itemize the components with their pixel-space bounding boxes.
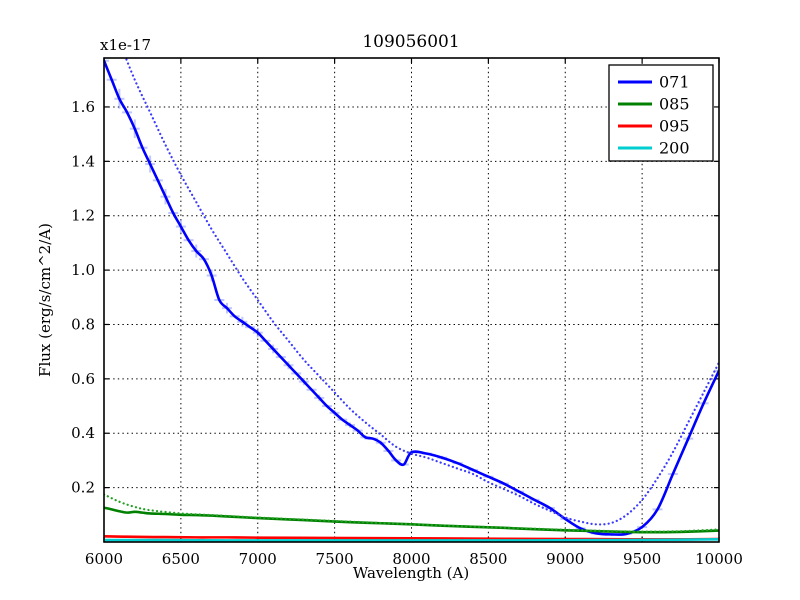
x-tick-labels: 6000 6500 7000 7500 8000 8500 9000 9500 10000 [85, 550, 743, 568]
x-tick-label: 8000 [392, 550, 430, 568]
y-tick-label: 0.2 [71, 479, 95, 497]
legend-label-200[interactable]: 200 [659, 139, 690, 158]
series-line-085-model [104, 493, 719, 533]
x-tick-label: 9000 [546, 550, 584, 568]
legend-label-071[interactable]: 071 [659, 73, 690, 92]
x-tick-label: 8500 [469, 550, 507, 568]
legend-label-085[interactable]: 085 [659, 95, 690, 114]
grid-lines [104, 58, 719, 542]
y-tick-label: 1.0 [71, 261, 95, 279]
y-tick-label: 1.6 [71, 98, 95, 116]
y-tick-label: 1.4 [71, 152, 95, 170]
x-tick-label: 10000 [695, 550, 743, 568]
y-tick-label: 0.8 [71, 315, 95, 333]
y-axis-label: Flux (erg/s/cm^2/A) [36, 223, 54, 377]
series-line-200 [104, 537, 719, 542]
y-tick-labels: 0.2 0.4 0.6 0.8 1.0 1.2 1.4 1.6 [71, 98, 95, 497]
x-tick-label: 6500 [162, 550, 200, 568]
series-line-071 [104, 59, 719, 536]
x-tick-label: 9500 [623, 550, 661, 568]
y-tick-label: 1.2 [71, 207, 95, 225]
legend[interactable]: 071 085 095 200 [608, 64, 714, 162]
plot-frame [103, 57, 720, 543]
page-title: 109056001 [362, 32, 459, 52]
x-tick-label: 7500 [316, 550, 354, 568]
data-series-layer [104, 58, 719, 542]
x-tick-label: 6000 [85, 550, 123, 568]
y-tick-label: 0.6 [71, 370, 95, 388]
series-line-071-model [124, 58, 719, 526]
x-tick-label: 7000 [239, 550, 277, 568]
y-tick-label: 0.4 [71, 424, 95, 442]
y-axis-offset-label: x1e-17 [100, 36, 151, 54]
legend-label-095[interactable]: 095 [659, 117, 690, 136]
x-axis-label: Wavelength (A) [353, 564, 469, 582]
